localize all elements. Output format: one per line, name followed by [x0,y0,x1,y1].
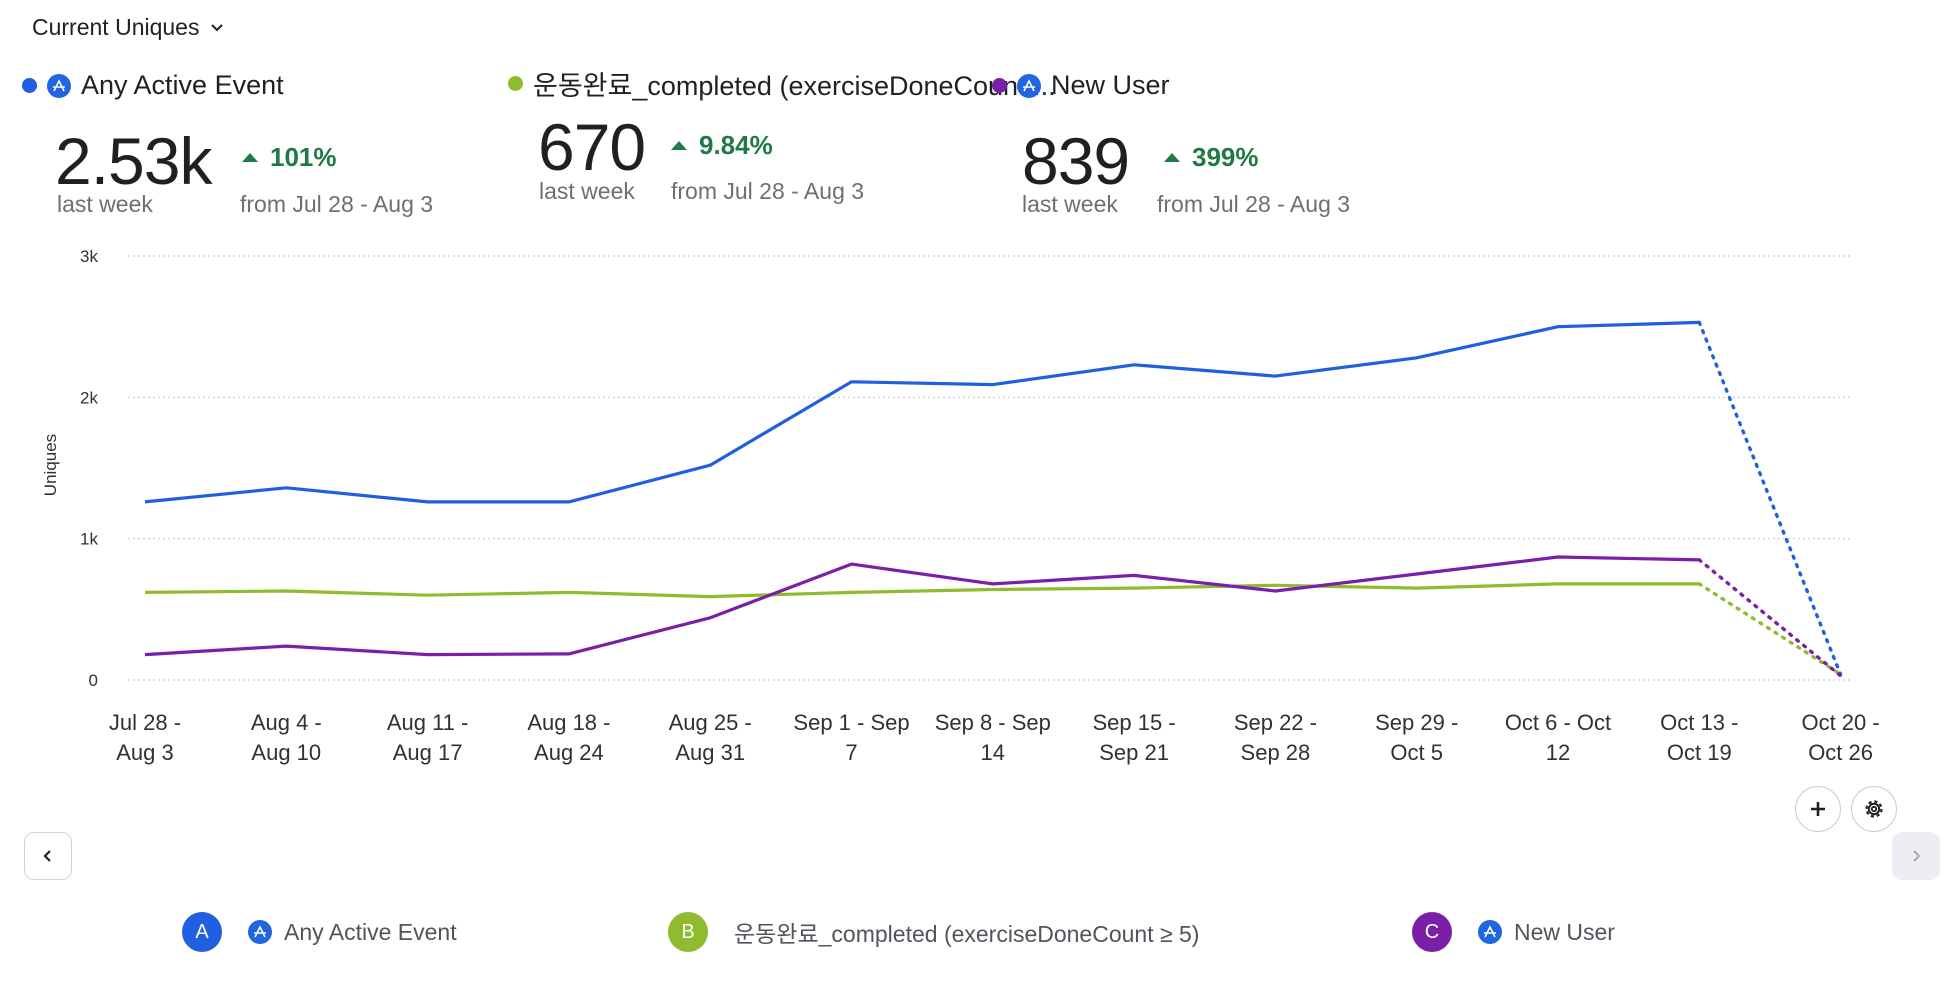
legend-item-c[interactable]: C New User [1412,912,1615,952]
series-a-dot [22,78,37,93]
summary-card-c[interactable]: New User 839 last week 399% from Jul 28 … [992,70,1432,230]
y-tick-label: 0 [89,671,98,690]
card-c-title: New User [1051,70,1170,100]
x-tick-label: Aug 4 -Aug 10 [251,710,322,765]
chart-gridlines [128,255,1852,681]
x-tick-label: Aug 25 -Aug 31 [669,710,752,765]
x-tick-label: Oct 20 -Oct 26 [1801,710,1879,765]
line-chart: 3k 2k 1k 0 Uniques Jul 28 -Aug 3 Aug 4 -Aug … [41,247,1880,765]
series-badge-c: C [1412,912,1452,952]
chevron-left-icon [43,850,51,862]
gear-icon [1865,800,1883,818]
plus-icon [1811,802,1825,816]
x-tick-label: Oct 13 -Oct 19 [1660,710,1738,765]
amplitude-event-icon [1478,920,1502,944]
card-b-change-value: 9.84% [699,130,773,160]
legend-item-a[interactable]: A Any Active Event [182,912,457,952]
y-tick-label: 3k [80,247,98,266]
x-tick-label: Jul 28 -Aug 3 [109,710,181,765]
card-c-from: from Jul 28 - Aug 3 [1157,191,1351,217]
x-tick-label: Sep 29 -Oct 5 [1375,710,1458,765]
next-page-button[interactable] [1892,832,1940,880]
series-line-1 [144,582,1700,599]
amplitude-event-icon [1017,73,1041,98]
card-b-title: 운동완료_completed (exerciseDoneCount ... [533,71,1056,101]
card-c-value: 839 [1022,124,1130,198]
summary-card-a[interactable]: Any Active Event 2.53k last week 101% fr… [22,70,462,230]
series-incomplete-segment-0 [1697,320,1843,677]
card-a-change: 101% [242,142,337,173]
amplitude-event-icon [47,73,71,98]
series-c-dot [992,78,1007,93]
metric-dropdown-label: Current Uniques [32,14,200,40]
y-tick-label: 1k [80,530,98,549]
y-axis-ticks: 3k 2k 1k 0 [80,247,98,690]
y-axis-label: Uniques [41,434,60,496]
card-a-from: from Jul 28 - Aug 3 [240,191,434,217]
x-tick-label: Sep 15 -Sep 21 [1093,710,1176,765]
series-incomplete-segment-2 [1697,558,1843,678]
trend-up-icon [1164,153,1180,162]
legend-label-a: Any Active Event [284,918,457,945]
chevron-right-icon [1913,850,1921,862]
card-a-period: last week [57,191,153,217]
legend-label-c: New User [1514,918,1615,945]
trend-up-icon [671,141,687,150]
series-b-dot [508,76,523,91]
chevron-down-icon [211,23,224,31]
chart-series [144,320,1843,678]
metric-dropdown[interactable]: Current Uniques [32,14,225,41]
card-b-change: 9.84% [671,130,773,161]
legend-label-b: 운동완료_completed (exerciseDoneCount ≥ 5) [734,921,1200,947]
summary-card-b[interactable]: 운동완료_completed (exerciseDoneCount ... 67… [508,64,1056,224]
amplitude-event-icon [248,920,272,944]
card-a-value: 2.53k [55,124,212,198]
card-b-period: last week [539,178,635,204]
prev-page-button[interactable] [24,832,72,880]
y-tick-label: 2k [80,388,98,407]
x-axis-ticks: Jul 28 -Aug 3 Aug 4 -Aug 10 Aug 11 -Aug 17… [109,710,1880,765]
card-c-change: 399% [1164,142,1259,173]
card-c-period: last week [1022,191,1118,217]
x-tick-label: Sep 8 - Sep 14 [935,710,1051,765]
x-tick-label: Oct 6 - Oct 12 [1505,710,1611,765]
card-a-change-value: 101% [270,142,337,172]
add-button[interactable] [1795,786,1841,832]
trend-up-icon [242,153,258,162]
card-b-value: 670 [538,110,646,184]
x-tick-label: Aug 11 -Aug 17 [387,710,469,765]
series-line-2 [144,555,1700,657]
settings-button[interactable] [1851,786,1897,832]
x-tick-label: Sep 1 - Sep 7 [793,710,909,765]
card-c-change-value: 399% [1192,142,1259,172]
x-tick-label: Aug 18 -Aug 24 [527,710,610,765]
series-incomplete-segment-1 [1697,582,1843,677]
card-a-title: Any Active Event [81,70,284,100]
card-b-from: from Jul 28 - Aug 3 [671,178,865,204]
series-badge-b: B [668,912,708,952]
x-tick-label: Sep 22 -Sep 28 [1234,710,1317,765]
legend-item-b[interactable]: B 운동완료_completed (exerciseDoneCount ≥ 5) [668,912,1199,952]
series-line-0 [144,320,1700,504]
series-badge-a: A [182,912,222,952]
